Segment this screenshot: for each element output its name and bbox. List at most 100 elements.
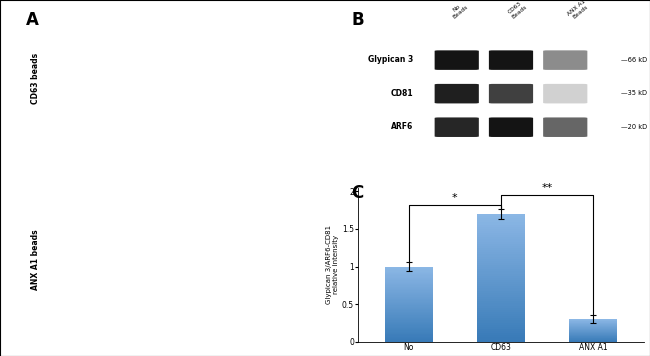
Point	[40, 49, 51, 55]
Point	[33, 128, 44, 134]
Point	[36, 335, 46, 341]
Point	[36, 125, 47, 131]
Bar	[385, 329, 433, 330]
Point	[25, 125, 35, 131]
Point	[44, 89, 55, 95]
Point	[51, 91, 61, 97]
Point	[31, 327, 41, 333]
Point	[73, 95, 84, 100]
Point	[34, 335, 44, 340]
Point	[40, 124, 51, 129]
FancyBboxPatch shape	[543, 84, 588, 104]
Point	[96, 282, 107, 287]
Point	[23, 124, 34, 130]
Point	[27, 136, 37, 142]
Point	[40, 139, 50, 145]
Point	[45, 275, 55, 281]
Point	[63, 32, 73, 38]
Point	[33, 324, 44, 330]
Point	[27, 321, 38, 327]
Point	[36, 133, 47, 138]
Point	[82, 296, 92, 302]
Point	[27, 118, 38, 124]
Point	[78, 271, 88, 276]
Bar	[477, 261, 525, 263]
Point	[45, 98, 55, 103]
Point	[35, 329, 46, 335]
Point	[44, 45, 54, 51]
Point	[65, 78, 75, 83]
Point	[93, 284, 103, 290]
Point	[30, 336, 40, 342]
Point	[78, 53, 88, 59]
Point	[99, 95, 109, 100]
Point	[92, 30, 102, 36]
Point	[56, 295, 66, 301]
Point	[62, 297, 72, 303]
Point	[72, 266, 83, 272]
Point	[61, 295, 72, 301]
Point	[49, 289, 60, 295]
Point	[29, 124, 39, 130]
Point	[60, 299, 70, 304]
Point	[27, 134, 37, 140]
Point	[45, 94, 55, 100]
Point	[47, 290, 58, 296]
Point	[21, 120, 32, 125]
Point	[52, 90, 62, 96]
Point	[92, 44, 102, 50]
Point	[60, 297, 71, 302]
Point	[37, 320, 47, 326]
Bar	[385, 309, 433, 310]
Point	[71, 64, 81, 69]
Point	[25, 128, 35, 134]
Point	[59, 292, 70, 297]
Point	[32, 315, 43, 321]
Point	[32, 116, 43, 121]
Point	[81, 44, 91, 50]
Point	[48, 88, 58, 93]
Bar	[477, 331, 525, 333]
Point	[27, 130, 38, 136]
Point	[67, 77, 77, 82]
Point	[40, 256, 50, 262]
Point	[24, 323, 34, 328]
Point	[90, 271, 101, 276]
Point	[94, 44, 104, 50]
Point	[58, 291, 69, 297]
Point	[81, 68, 91, 73]
Point	[34, 328, 45, 333]
Point	[55, 300, 65, 305]
Point	[61, 296, 72, 302]
Point	[86, 56, 97, 62]
Bar	[385, 278, 433, 279]
Point	[52, 61, 62, 67]
Point	[87, 245, 98, 250]
Point	[39, 120, 49, 125]
Point	[28, 334, 38, 340]
Point	[61, 95, 72, 101]
Point	[60, 83, 71, 89]
Point	[94, 108, 105, 114]
Point	[23, 141, 34, 147]
Point	[31, 338, 42, 344]
Point	[36, 140, 47, 146]
Point	[76, 73, 86, 78]
Point	[21, 139, 31, 145]
Point	[35, 121, 46, 127]
Point	[36, 331, 47, 336]
Text: 92.8%: 92.8%	[303, 24, 337, 34]
Point	[99, 282, 109, 288]
Point	[24, 127, 34, 133]
Point	[67, 246, 77, 252]
Point	[87, 274, 98, 279]
Point	[63, 300, 73, 305]
Point	[72, 284, 83, 290]
Point	[81, 47, 91, 53]
Point	[34, 327, 45, 333]
Point	[55, 294, 66, 299]
Bar	[569, 327, 617, 328]
Point	[32, 136, 43, 142]
Point	[31, 337, 41, 343]
Point	[101, 31, 111, 37]
